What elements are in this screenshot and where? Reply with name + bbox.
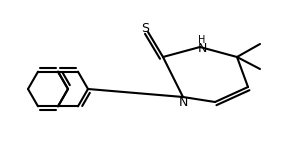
Text: H: H [198, 35, 206, 45]
Text: N: N [178, 96, 188, 110]
Text: N: N [197, 41, 207, 54]
Text: S: S [141, 22, 149, 35]
